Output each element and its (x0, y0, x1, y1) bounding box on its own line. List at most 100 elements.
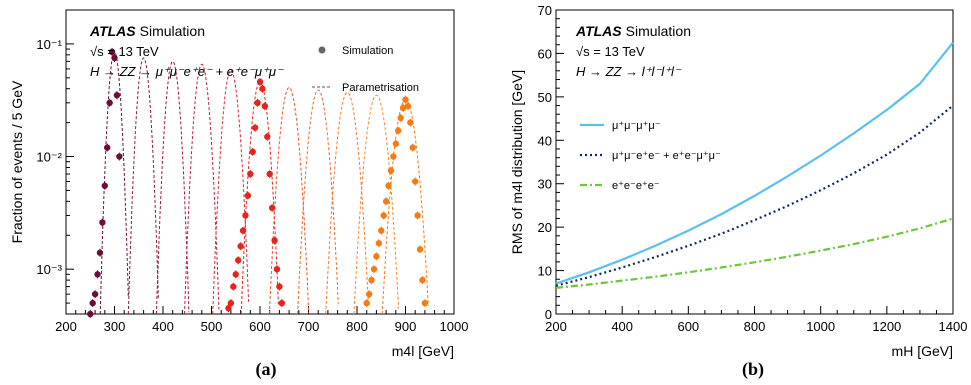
simulation-point (370, 265, 378, 273)
simulation-point (259, 85, 266, 92)
x-tick-label: 900 (395, 319, 417, 334)
panel-b: 200 400 600 800 1000 1200 1400010203040506070 … (509, 3, 967, 380)
y-tick-label: 30 (538, 177, 552, 192)
simulation-point (99, 219, 106, 226)
y-tick-label: 10⁻¹ (36, 37, 62, 52)
x-tick-label: 400 (152, 319, 174, 334)
simulation-point (368, 276, 375, 284)
simulation-point (273, 265, 281, 273)
simulation-point (395, 127, 402, 134)
simulation-point (239, 227, 247, 234)
simulation-point (402, 96, 409, 103)
y-tick-label: 50 (538, 90, 552, 105)
parametrisation-curve (127, 57, 159, 315)
x-tick-label: 300 (104, 319, 126, 334)
simulation-point (104, 144, 111, 151)
y-tick-label: 10 (538, 264, 552, 279)
legend-label: e⁺e⁻e⁺e⁻ (612, 180, 660, 192)
x-tick-label: 200 (545, 319, 567, 334)
simulation-point (387, 167, 395, 174)
x-tick-label: 800 (346, 319, 368, 334)
simulation-point (249, 148, 256, 156)
legend-marker-simulation (318, 46, 326, 54)
y-tick-label: 10⁻² (36, 150, 62, 165)
simulation-point (278, 299, 286, 307)
parametrisation-curve (268, 87, 310, 315)
x-axis-label: mH [GeV] (892, 343, 953, 359)
simulation-point (237, 242, 244, 250)
y-tick-label: 70 (538, 3, 552, 18)
simulation-point (382, 198, 390, 205)
x-tick-label: 600 (677, 319, 699, 334)
x-tick-label: 600 (249, 319, 271, 334)
axes-ticks: 200 300 400 500 600 700 800 900 1000 10⁻³ 10⁻² 10⁻¹ (36, 9, 468, 334)
x-tick-label: 800 (744, 319, 766, 334)
rms-curves (555, 41, 954, 289)
simulation-point (416, 246, 424, 253)
simulation-point (232, 271, 239, 278)
caption: (b) (742, 359, 764, 380)
simulation-point (230, 283, 237, 290)
caption: (a) (256, 359, 277, 380)
legend: μ⁺μ⁻μ⁺μ⁻ μ⁺μ⁻e⁺e⁻ + e⁺e⁻μ⁺μ⁻ e⁺e⁻e⁺e⁻ (580, 120, 721, 192)
y-axis-label: RMS of m4l distribution [GeV] (509, 70, 525, 254)
x-tick-label: 200 (55, 319, 77, 334)
simulation-point (380, 212, 387, 219)
simulation-points (87, 47, 429, 318)
energy-label: √s = 13 TeV (576, 44, 645, 59)
x-tick-label: 1000 (806, 319, 835, 334)
simulation-point (244, 192, 252, 199)
simulation-point (373, 253, 380, 260)
legend-label: μ⁺μ⁻e⁺e⁻ + e⁺e⁻μ⁺μ⁻ (612, 150, 721, 162)
simulation-point (375, 240, 383, 247)
simulation-point (409, 144, 416, 151)
parametrisation-curve (297, 89, 339, 315)
parametrisation-curves (99, 51, 429, 315)
y-tick-label: 40 (538, 133, 552, 148)
simulation-point (225, 305, 232, 312)
x-tick-label: 1400 (939, 319, 968, 334)
parametrisation-curve (325, 92, 369, 315)
simulation-point (392, 140, 399, 147)
x-tick-label: 700 (298, 319, 320, 334)
simulation-point (276, 283, 283, 290)
parametrisation-curve (184, 63, 220, 315)
simulation-point (111, 54, 118, 62)
simulation-point (113, 92, 121, 99)
simulation-point (96, 249, 104, 256)
simulation-point (89, 299, 96, 307)
simulation-point (101, 182, 109, 189)
simulation-point (390, 153, 397, 160)
simulation-point (266, 170, 273, 178)
legend-label-simulation: Simulation (342, 45, 393, 57)
x-axis-label: m4l [GeV] (392, 343, 454, 359)
y-tick-label: 20 (538, 220, 552, 235)
simulation-point (271, 237, 278, 244)
brand-label: ATLAS Simulation (575, 23, 691, 39)
simulation-point (251, 124, 259, 131)
simulation-point (385, 182, 392, 189)
process-label: H → ZZ → l⁺l⁻l⁺l⁻ (576, 64, 682, 79)
simulation-point (242, 212, 249, 219)
simulation-point (421, 299, 429, 307)
parametrisation-curve (353, 94, 400, 315)
simulation-point (227, 299, 235, 307)
y-tick-label: 60 (538, 46, 552, 61)
rms-series-line (555, 217, 954, 289)
brand-label: ATLAS Simulation (89, 23, 205, 39)
simulation-point (94, 271, 101, 278)
legend-label: μ⁺μ⁻μ⁺μ⁻ (612, 120, 661, 132)
simulation-point (268, 204, 276, 212)
simulation-point (106, 99, 113, 107)
simulation-point (365, 290, 373, 298)
simulation-point (254, 99, 261, 107)
simulation-point (234, 257, 242, 264)
simulation-point (116, 153, 123, 160)
x-tick-label: 400 (611, 319, 633, 334)
simulation-point (404, 102, 412, 110)
simulation-point (87, 310, 94, 318)
simulation-point (378, 227, 385, 234)
rms-series-line (555, 41, 954, 285)
axes-ticks: 200 400 600 800 1000 1200 1400 0 10 20 30 40 50 60 70 (538, 3, 968, 334)
